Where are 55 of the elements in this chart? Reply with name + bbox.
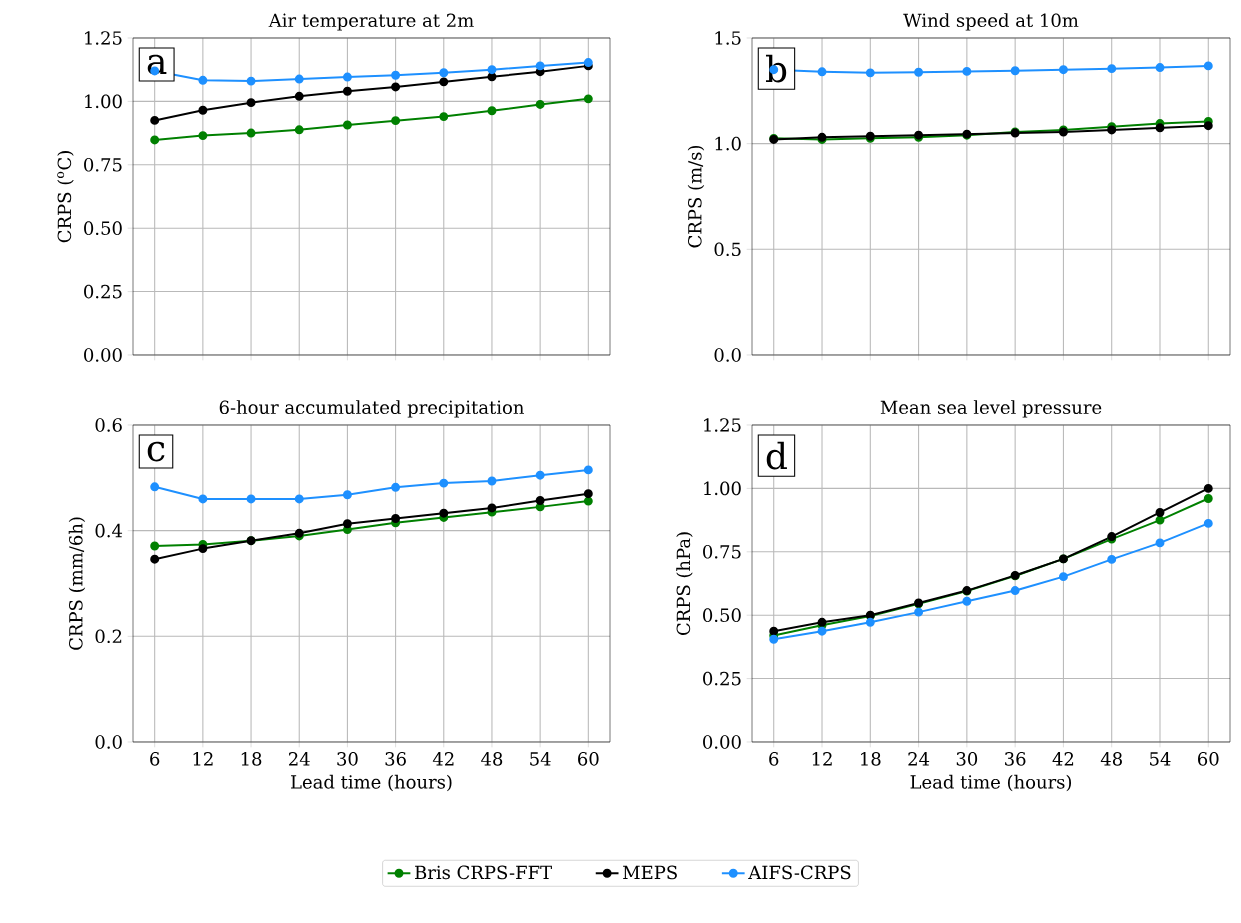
- y-tick-label: 0.50: [84, 221, 122, 235]
- y-axis-title: CRPS ($^{o}$C): [57, 151, 74, 243]
- x-tick-label: 6: [769, 752, 779, 766]
- x-tick-label: 36: [385, 752, 406, 766]
- y-tick-label: 1.5: [715, 31, 741, 45]
- x-tick-label: 42: [1052, 752, 1074, 766]
- y-tick-label: 0.2: [95, 629, 122, 644]
- y-tick-label: 1.00: [704, 481, 741, 496]
- y-tick-label: 0.00: [84, 348, 122, 362]
- y-tick-label: 0.5: [714, 242, 741, 257]
- legend-label: Bris CRPS-FFT: [415, 865, 552, 880]
- x-tick-label: 30: [956, 752, 978, 766]
- annotation: d: [766, 441, 787, 470]
- y-tick-label: 1.25: [85, 31, 122, 45]
- chart-title: Wind speed at 10m: [903, 13, 1079, 31]
- chart-title: Mean sea level pressure: [880, 400, 1102, 418]
- x-tick-label: 18: [861, 752, 881, 766]
- x-tick-label: 54: [530, 752, 551, 766]
- x-axis-title: Lead time (hours): [910, 774, 1072, 792]
- x-tick-label: 36: [1005, 752, 1026, 766]
- x-axis-title: Lead time (hours): [291, 774, 452, 792]
- annotation: c: [147, 441, 165, 462]
- y-axis-title: CRPS (m/s): [687, 145, 705, 248]
- x-tick-label: 18: [241, 752, 262, 766]
- x-tick-label: 6: [150, 752, 160, 766]
- x-tick-label: 60: [1198, 752, 1219, 766]
- y-tick-label: 0.25: [84, 284, 122, 299]
- y-tick-label: 0.4: [95, 523, 123, 538]
- x-tick-label: 60: [578, 752, 599, 766]
- y-tick-label: 0.6: [95, 418, 122, 432]
- chart-title: Air temperature at 2m: [268, 13, 474, 31]
- x-tick-label: 12: [193, 752, 213, 766]
- y-axis-title: CRPS (hPa): [676, 532, 693, 636]
- x-tick-label: 42: [432, 752, 454, 766]
- x-tick-label: 24: [288, 752, 310, 766]
- y-tick-label: 0.75: [703, 544, 741, 559]
- x-tick-label: 48: [481, 752, 503, 766]
- x-tick-label: 12: [812, 752, 832, 766]
- y-tick-label: 1.00: [85, 94, 122, 109]
- y-tick-label: 0.75: [84, 157, 122, 172]
- x-tick-label: 48: [1100, 752, 1122, 766]
- x-tick-label: 30: [337, 752, 358, 766]
- chart-title: 6-hour accumulated precipitation: [219, 400, 524, 418]
- x-tick-label: 54: [1150, 752, 1171, 766]
- legend-label: MEPS: [623, 865, 677, 880]
- y-tick-label: 0.25: [703, 671, 741, 686]
- y-tick-label: 0.0: [714, 348, 741, 362]
- legend-label: AIFS-CRPS: [748, 865, 851, 880]
- y-axis-title: CRPS (mm/6h): [68, 517, 86, 650]
- y-tick-label: 0.50: [703, 608, 741, 622]
- y-tick-label: 1.0: [715, 136, 741, 151]
- y-tick-label: 0.00: [703, 735, 741, 749]
- y-tick-label: 0.0: [95, 735, 122, 749]
- y-tick-label: 1.25: [704, 418, 741, 432]
- x-tick-label: 24: [908, 752, 930, 766]
